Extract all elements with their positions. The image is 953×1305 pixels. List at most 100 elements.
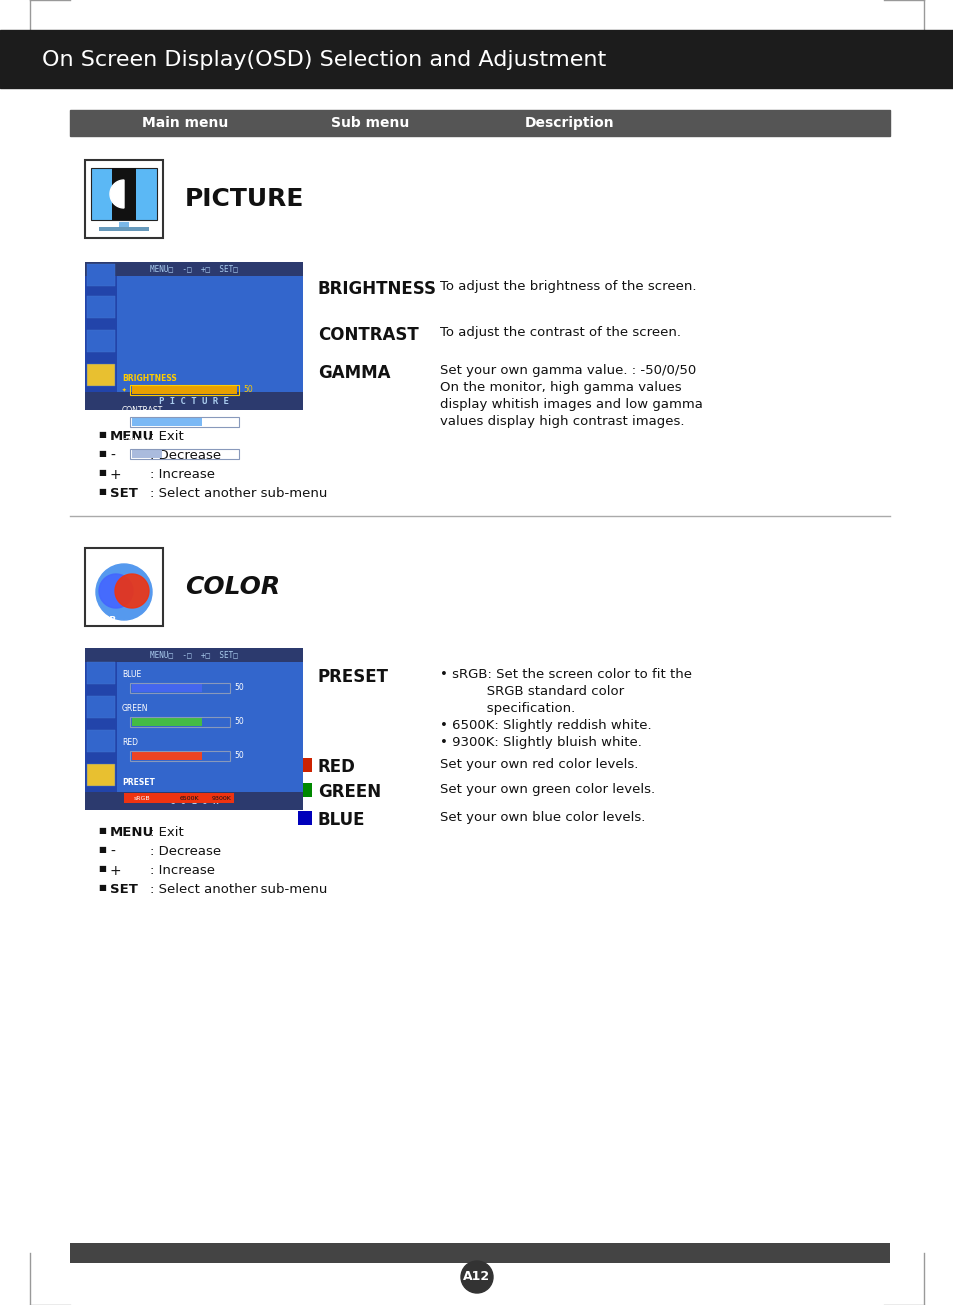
Text: GREEN: GREEN [317,783,381,801]
Bar [130,750,230,761]
Bar [85,161,163,238]
Text: ■: ■ [98,846,106,853]
Bar [297,758,312,773]
Bar [0,30,953,87]
Text: MENU□  -□  +□  SET□: MENU□ -□ +□ SET□ [150,650,237,659]
Text: CONTRAST: CONTRAST [317,326,418,345]
Text: specification.: specification. [439,702,575,715]
Text: -: - [110,846,114,859]
Circle shape [96,564,152,620]
Text: Set your own red color levels.: Set your own red color levels. [439,758,638,771]
Text: ■: ■ [98,883,106,893]
Bar [85,792,303,810]
Text: BRIGHTNESS: BRIGHTNESS [317,281,436,298]
Text: SRGB standard color: SRGB standard color [439,685,623,698]
Text: : Increase: : Increase [150,468,214,482]
Bar [85,649,303,662]
Bar [87,662,115,684]
Text: ■: ■ [98,826,106,835]
Bar [297,783,312,797]
Bar [130,418,239,427]
Text: On the monitor, high gamma values: On the monitor, high gamma values [439,381,680,394]
Text: SET: SET [110,883,138,897]
Circle shape [460,1261,493,1293]
Text: COLOR: COLOR [185,576,280,599]
Text: Sub menu: Sub menu [331,116,409,130]
Text: Description: Description [525,116,614,130]
Bar [132,386,236,394]
Text: ■: ■ [98,431,106,438]
Bar [112,168,136,221]
Text: MENU: MENU [110,826,154,839]
Text: : Select another sub-menu: : Select another sub-menu [150,487,327,500]
Text: ■: ■ [98,487,106,496]
Text: MENU: MENU [110,431,154,442]
Bar [85,392,303,410]
Bar [130,385,239,395]
Text: • 6500K: Slightly reddish white.: • 6500K: Slightly reddish white. [439,719,651,732]
Text: PRESET: PRESET [122,778,154,787]
Text: C O L O R: C O L O R [170,796,218,805]
Text: Set your own blue color levels.: Set your own blue color levels. [439,810,644,823]
Text: 9300K: 9300K [212,796,232,800]
Bar [70,110,889,136]
Bar [130,449,239,459]
Text: : Increase: : Increase [150,864,214,877]
Bar [91,168,157,221]
Text: sRGB: sRGB [133,796,151,800]
Bar [87,696,115,718]
Text: Set your own gamma value. : -50/0/50: Set your own gamma value. : -50/0/50 [439,364,696,377]
Bar [87,763,115,786]
Text: ■: ■ [98,449,106,458]
Text: MENU□  -□  +□  SET□: MENU□ -□ +□ SET□ [150,265,237,274]
Bar [85,262,303,275]
Text: ✦: ✦ [122,388,127,393]
Text: -: - [110,449,114,463]
Polygon shape [115,574,149,608]
Bar [85,662,117,792]
Text: CONTRAST: CONTRAST [122,406,163,415]
Bar [85,548,163,626]
Bar [297,810,312,825]
Text: • sRGB: Set the screen color to fit the: • sRGB: Set the screen color to fit the [439,668,691,681]
Bar [132,718,202,726]
Bar [87,264,115,286]
Text: 50: 50 [243,418,253,427]
Text: +: + [110,468,121,482]
Text: 50: 50 [243,385,253,394]
Bar [132,684,202,692]
Text: BLUE: BLUE [317,810,365,829]
Bar [85,262,303,410]
Text: On Screen Display(OSD) Selection and Adjustment: On Screen Display(OSD) Selection and Adj… [42,50,605,70]
Bar [87,296,115,318]
Text: ■: ■ [98,864,106,873]
Text: GAMMA: GAMMA [122,438,152,448]
Bar [130,683,230,693]
Text: Set your own green color levels.: Set your own green color levels. [439,783,655,796]
Text: To adjust the brightness of the screen.: To adjust the brightness of the screen. [439,281,696,294]
Bar [132,450,162,458]
Text: : Decrease: : Decrease [150,846,221,857]
Bar [132,752,202,760]
Text: : Decrease: : Decrease [150,449,221,462]
Bar [119,222,129,227]
Text: • 9300K: Slightly bluish white.: • 9300K: Slightly bluish white. [439,736,641,749]
Text: A12: A12 [463,1271,490,1284]
Text: PICTURE: PICTURE [185,187,304,211]
Text: ■: ■ [98,468,106,478]
Text: BLUE: BLUE [122,669,141,679]
Text: 50: 50 [233,718,244,727]
Text: GAMMA: GAMMA [317,364,390,382]
Text: : Select another sub-menu: : Select another sub-menu [150,883,327,897]
Bar [87,330,115,352]
Text: PRESET: PRESET [317,668,389,686]
Bar [70,1242,889,1263]
Bar [99,227,149,231]
Bar [124,793,233,803]
Bar [85,649,303,810]
Bar [132,418,202,425]
Text: +: + [110,864,121,878]
Text: GREEN: GREEN [122,703,149,713]
Polygon shape [110,180,124,207]
Polygon shape [99,574,132,608]
